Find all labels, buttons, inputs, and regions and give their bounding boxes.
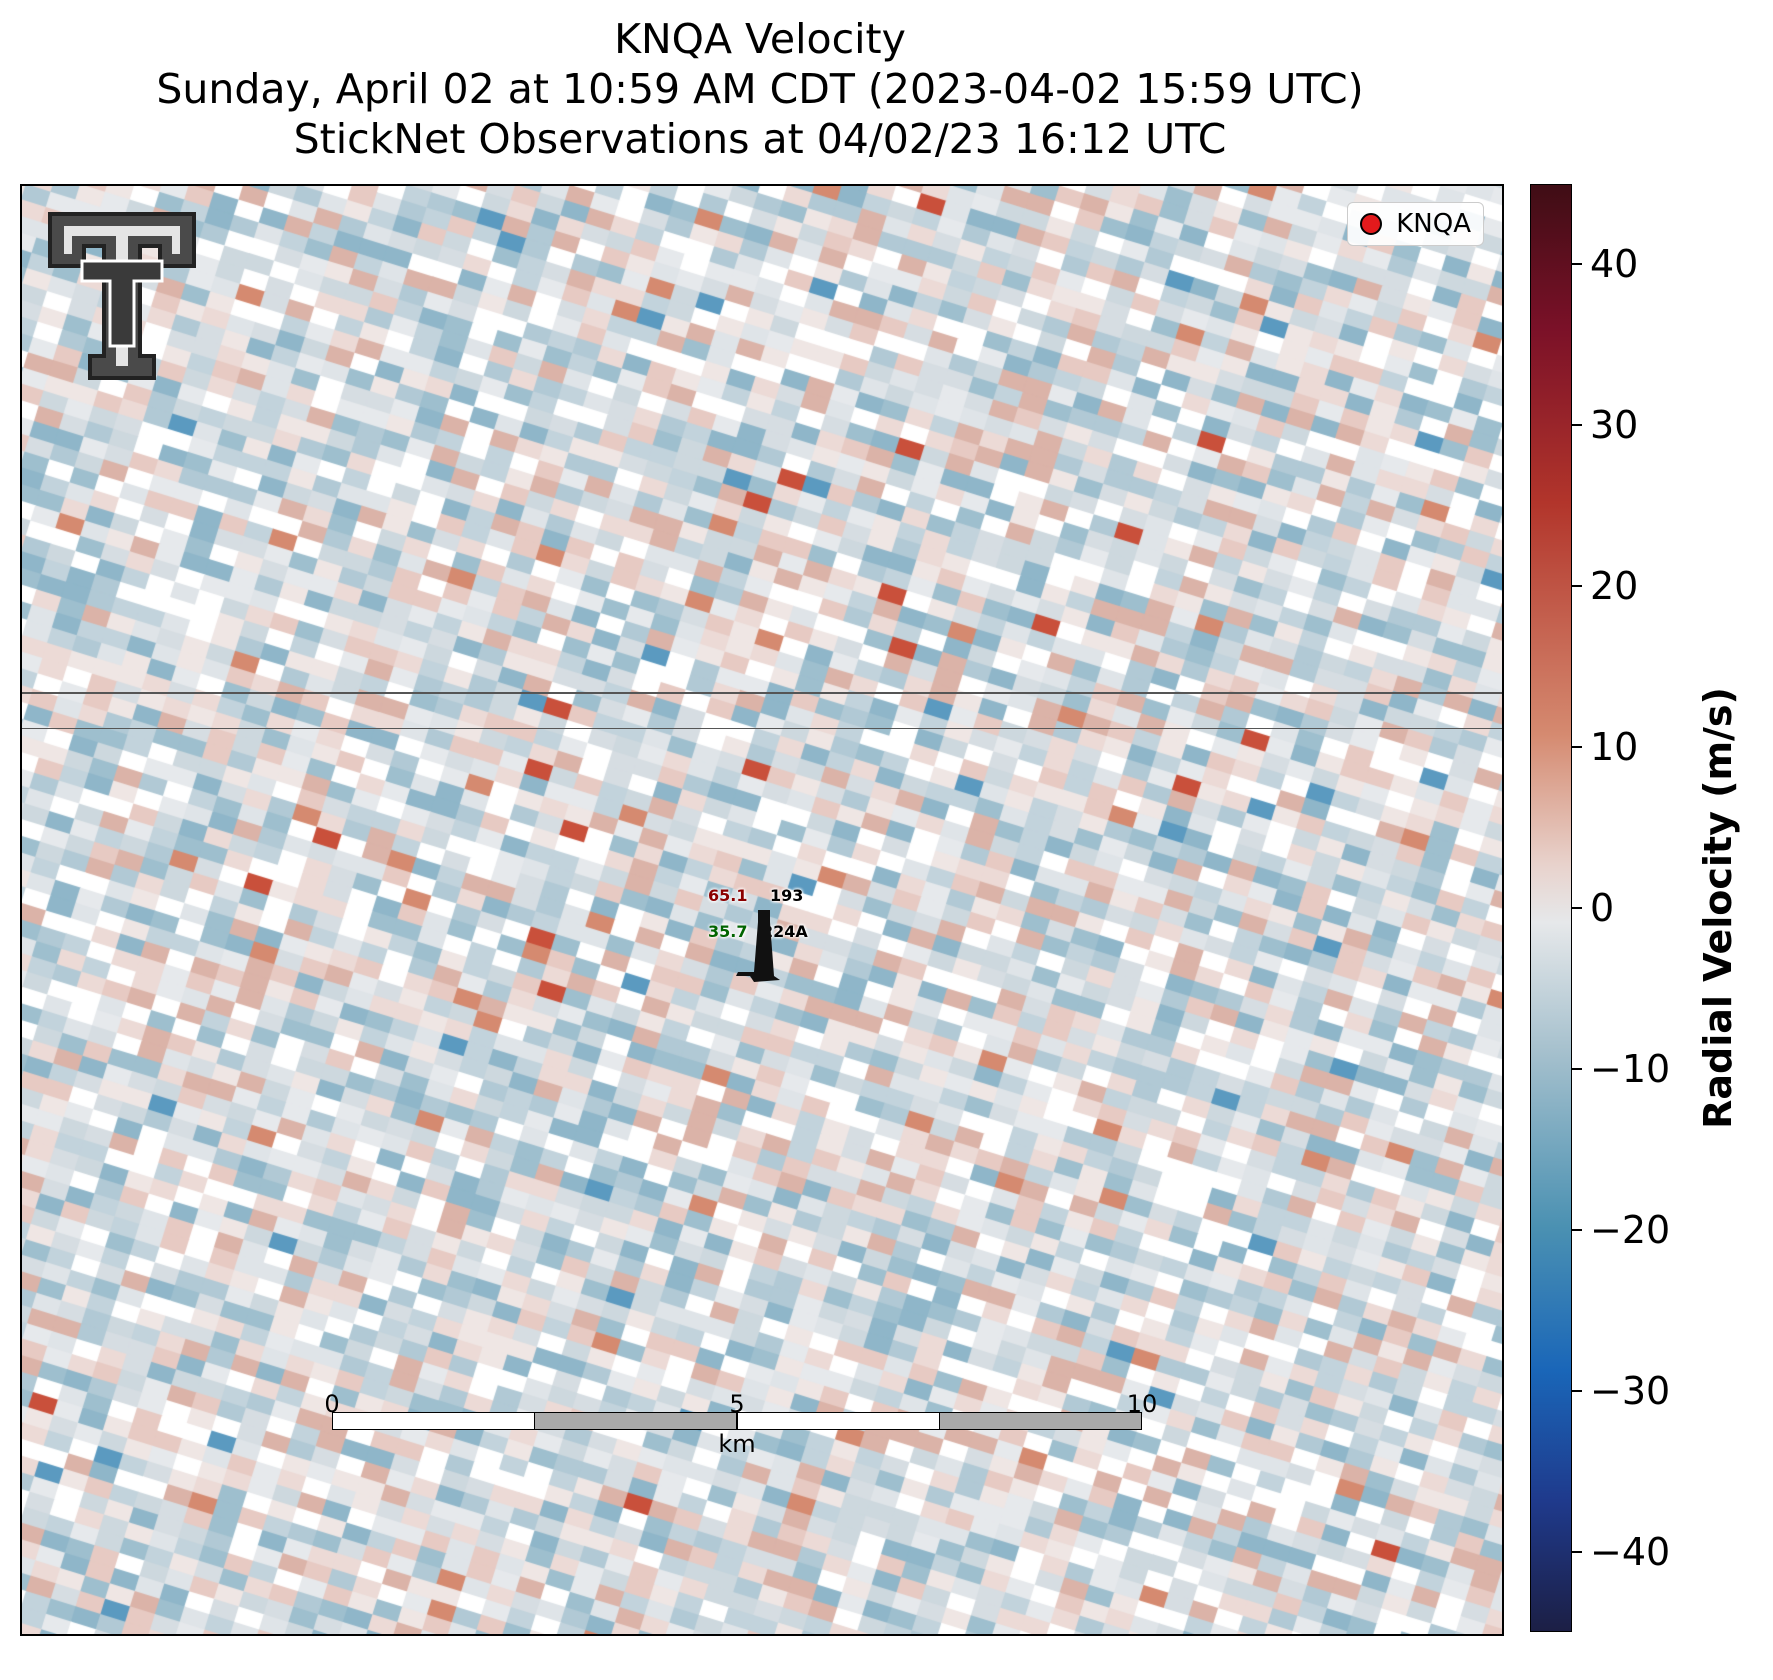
colorbar-tick bbox=[1572, 1067, 1582, 1070]
scale-bar: 0 5 10 km bbox=[324, 1390, 1157, 1458]
wind-barb-icon bbox=[736, 910, 780, 982]
scale-segment bbox=[534, 1412, 737, 1430]
chart-subtitle-time: Sunday, April 02 at 10:59 AM CDT (2023-0… bbox=[156, 65, 1364, 113]
colorbar-tick-label: −30 bbox=[1590, 1368, 1671, 1413]
station-193-id: 193 bbox=[770, 886, 804, 905]
colorbar-tick bbox=[1572, 1228, 1582, 1231]
radar-map[interactable]: KNQA 65.1 193 35.7 224A bbox=[20, 184, 1504, 1636]
scale-tick-label: 0 bbox=[324, 1390, 340, 1418]
scale-tick-label: 5 bbox=[729, 1390, 745, 1418]
station-224a-temperature: 35.7 bbox=[708, 922, 748, 941]
colorbar-label: Radial Velocity (m/s) bbox=[1696, 687, 1740, 1129]
colorbar-tick bbox=[1572, 746, 1582, 749]
chart-subtitle-observations: StickNet Observations at 04/02/23 16:12 … bbox=[293, 115, 1227, 163]
road-line-thin bbox=[22, 728, 1502, 729]
colorbar-tick bbox=[1572, 263, 1582, 266]
colorbar-tick-label: −20 bbox=[1590, 1207, 1671, 1252]
colorbar-tick bbox=[1572, 424, 1582, 427]
scale-tick-label: 10 bbox=[1126, 1390, 1158, 1418]
colorbar-tick-label: 0 bbox=[1590, 886, 1615, 930]
scale-unit: km bbox=[718, 1430, 756, 1458]
colorbar-tick bbox=[1572, 907, 1582, 909]
colorbar-tick-label: 30 bbox=[1590, 403, 1639, 448]
chart-title: KNQA Velocity bbox=[614, 15, 906, 63]
station-193-temperature: 65.1 bbox=[708, 886, 748, 905]
texas-tech-double-t-logo bbox=[48, 212, 196, 380]
radar-site-marker-icon bbox=[1360, 213, 1383, 235]
scale-segment bbox=[332, 1412, 535, 1430]
colorbar-tick bbox=[1572, 1389, 1582, 1392]
scale-segment bbox=[737, 1412, 940, 1430]
scale-segment bbox=[939, 1412, 1142, 1430]
colorbar-tick-label: −40 bbox=[1590, 1529, 1671, 1574]
station-224a-id: 224A bbox=[762, 922, 808, 941]
colorbar-tick-label: 20 bbox=[1590, 564, 1639, 609]
legend-label: KNQA bbox=[1396, 209, 1471, 239]
colorbar-tick bbox=[1572, 585, 1582, 588]
colorbar-tick bbox=[1572, 1550, 1582, 1553]
map-legend: KNQA bbox=[1347, 202, 1484, 246]
colorbar-tick-label: −10 bbox=[1590, 1046, 1671, 1091]
colorbar-tick-label: 10 bbox=[1590, 725, 1639, 770]
colorbar bbox=[1530, 184, 1572, 1632]
colorbar-tick-label: 40 bbox=[1590, 242, 1639, 287]
road-line bbox=[22, 692, 1502, 694]
